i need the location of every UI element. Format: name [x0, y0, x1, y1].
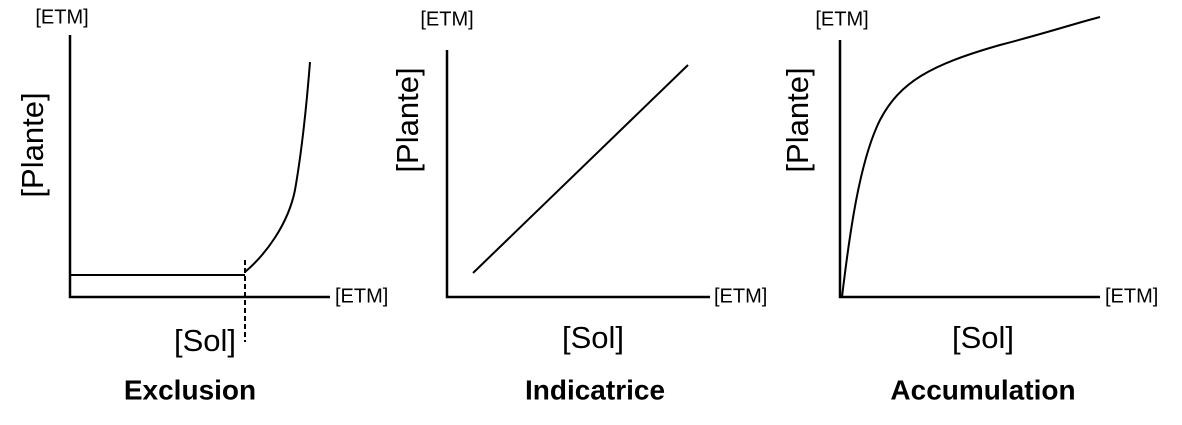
curve — [472, 64, 689, 274]
axes — [838, 40, 1100, 299]
y-unit: [ETM] — [35, 6, 88, 28]
panel-indicatrice: [ETM] [ETM] [Plante] [Sol] Indicatrice — [390, 8, 767, 405]
panel-title: Exclusion — [124, 374, 256, 405]
panel-exclusion: [ETM] [ETM] [Plante] [Sol] Exclusion — [15, 6, 388, 405]
y-unit: [ETM] — [815, 8, 868, 30]
x-unit: [ETM] — [714, 285, 767, 307]
curve — [244, 61, 311, 273]
axes — [68, 35, 330, 299]
y-unit: [ETM] — [420, 8, 473, 30]
y-label: [Plante] — [15, 92, 50, 197]
panel-title: Accumulation — [890, 374, 1075, 405]
x-label: [Sol] — [174, 323, 236, 358]
axes — [445, 50, 710, 299]
x-unit: [ETM] — [1105, 285, 1158, 307]
y-label: [Plante] — [780, 67, 815, 172]
panel-accumulation: [ETM] [ETM] [Plante] [Sol] Accumulation — [780, 8, 1158, 405]
x-unit: [ETM] — [335, 285, 388, 307]
panel-title: Indicatrice — [525, 374, 665, 405]
x-label: [Sol] — [562, 320, 624, 355]
x-label: [Sol] — [952, 320, 1014, 355]
y-label: [Plante] — [390, 67, 425, 172]
curve — [841, 16, 1101, 298]
